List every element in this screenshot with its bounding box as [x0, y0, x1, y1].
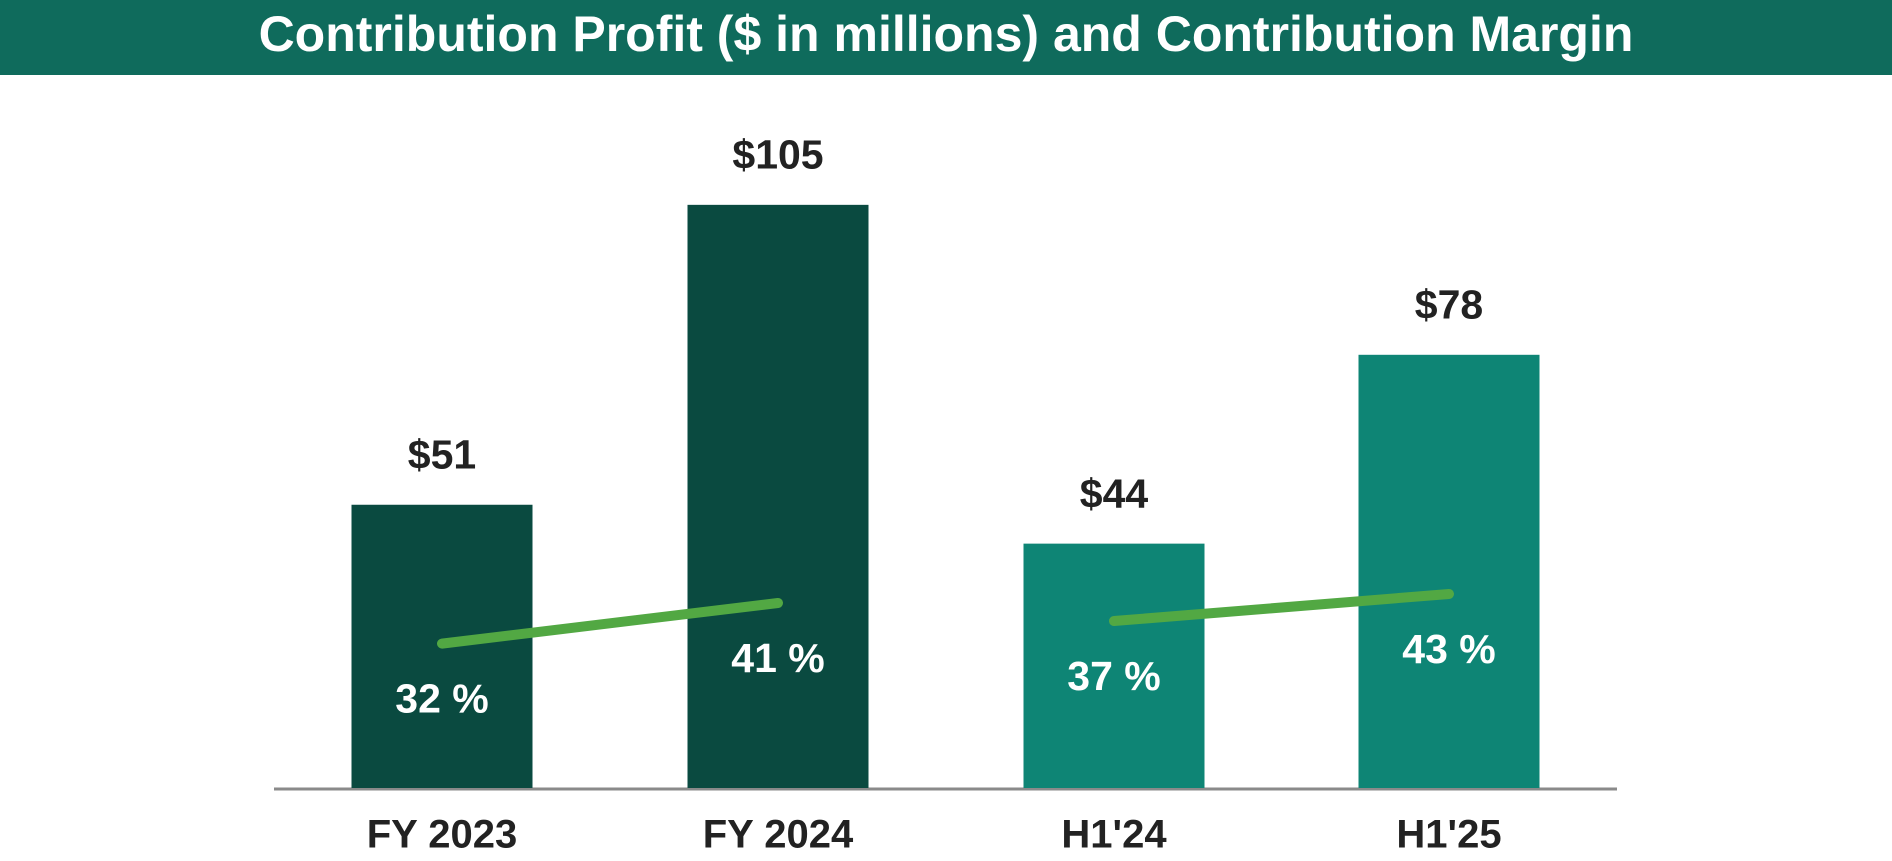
margin-label: 32 % — [395, 675, 488, 721]
margin-line — [437, 597, 783, 649]
bar — [1023, 543, 1205, 788]
value-label: $105 — [732, 132, 823, 178]
margin-label: 41 % — [731, 635, 824, 681]
x-tick-label: H1'24 — [1061, 813, 1167, 857]
margin-label: 37 % — [1067, 653, 1160, 699]
x-tick-label: FY 2024 — [703, 813, 854, 857]
value-label: $51 — [408, 432, 476, 478]
bar — [687, 204, 869, 788]
margin-line — [1109, 588, 1454, 627]
chart-title: Contribution Profit ($ in millions) and … — [259, 6, 1634, 62]
bar — [1358, 354, 1540, 788]
x-tick-label: H1'25 — [1396, 813, 1501, 857]
value-label: $44 — [1080, 470, 1149, 516]
x-tick-label: FY 2023 — [367, 813, 518, 857]
value-label: $78 — [1415, 282, 1483, 328]
header-band — [0, 0, 1892, 75]
margin-label: 43 % — [1402, 626, 1495, 672]
